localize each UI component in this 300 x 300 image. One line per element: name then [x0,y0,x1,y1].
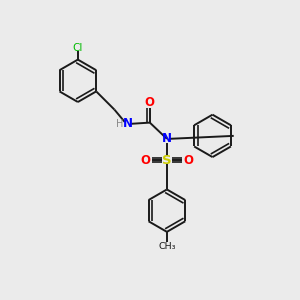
Text: N: N [123,117,133,130]
Text: N: N [162,132,172,145]
Text: CH₃: CH₃ [158,242,175,251]
Text: H: H [116,119,123,129]
Text: S: S [162,154,172,166]
Text: O: O [183,154,193,166]
Text: O: O [141,154,151,166]
Text: O: O [145,96,155,109]
Text: Cl: Cl [73,43,83,53]
